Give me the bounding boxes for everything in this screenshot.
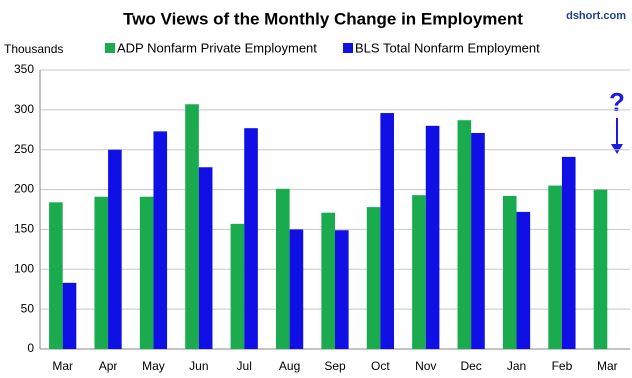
bar bbox=[139, 196, 154, 349]
y-tick-label: 300 bbox=[14, 102, 34, 116]
x-tick-label: Aug bbox=[279, 359, 300, 373]
x-tick-label: Mar bbox=[597, 359, 618, 373]
x-tick-label: Apr bbox=[99, 359, 118, 373]
y-tick-label: 200 bbox=[14, 182, 34, 196]
y-axis-label: Thousands bbox=[4, 42, 63, 56]
bar bbox=[380, 113, 394, 349]
x-tick-label: Sep bbox=[324, 359, 346, 373]
bar bbox=[502, 195, 517, 349]
bar bbox=[321, 212, 335, 349]
x-tick-label: May bbox=[142, 359, 165, 373]
bar bbox=[94, 196, 109, 349]
annotation-arrowhead bbox=[611, 144, 623, 154]
bar bbox=[289, 229, 304, 349]
y-tick-label: 0 bbox=[27, 341, 34, 355]
bar bbox=[335, 230, 349, 349]
y-tick-label: 150 bbox=[14, 222, 34, 236]
legend-label: BLS Total Nonfarm Employment bbox=[355, 40, 540, 55]
bar bbox=[516, 211, 531, 349]
x-tick-label: Dec bbox=[460, 359, 481, 373]
bar bbox=[62, 282, 77, 349]
bar bbox=[412, 195, 426, 349]
y-tick-label: 350 bbox=[14, 62, 34, 76]
bar bbox=[108, 149, 122, 349]
x-tick-label: Nov bbox=[415, 359, 436, 373]
bar bbox=[561, 156, 576, 349]
y-tick-label: 250 bbox=[14, 142, 34, 156]
annotation: ? bbox=[609, 87, 625, 117]
bar bbox=[153, 131, 168, 349]
bar bbox=[185, 104, 199, 349]
legend-swatch bbox=[105, 43, 115, 53]
x-tick-label: Jan bbox=[507, 359, 526, 373]
bar bbox=[276, 188, 290, 349]
legend-swatch bbox=[343, 43, 353, 53]
bar bbox=[198, 167, 213, 349]
x-tick-label: Mar bbox=[52, 359, 73, 373]
bar bbox=[548, 185, 562, 349]
bar bbox=[244, 128, 258, 349]
bar bbox=[457, 120, 472, 349]
watermark: dshort.com bbox=[566, 10, 626, 22]
bar bbox=[425, 125, 440, 349]
bar bbox=[471, 132, 485, 349]
bar bbox=[230, 223, 245, 349]
x-tick-label: Jun bbox=[189, 359, 208, 373]
y-tick-label: 50 bbox=[21, 301, 35, 315]
legend-label: ADP Nonfarm Private Employment bbox=[117, 40, 317, 55]
x-tick-label: Feb bbox=[552, 359, 573, 373]
bar bbox=[49, 202, 63, 349]
y-tick-label: 100 bbox=[14, 261, 34, 275]
x-tick-label: Jul bbox=[237, 359, 252, 373]
chart-title: Two Views of the Monthly Change in Emplo… bbox=[123, 9, 523, 28]
x-tick-label: Oct bbox=[371, 359, 390, 373]
bar bbox=[366, 207, 381, 349]
bar bbox=[593, 189, 608, 349]
